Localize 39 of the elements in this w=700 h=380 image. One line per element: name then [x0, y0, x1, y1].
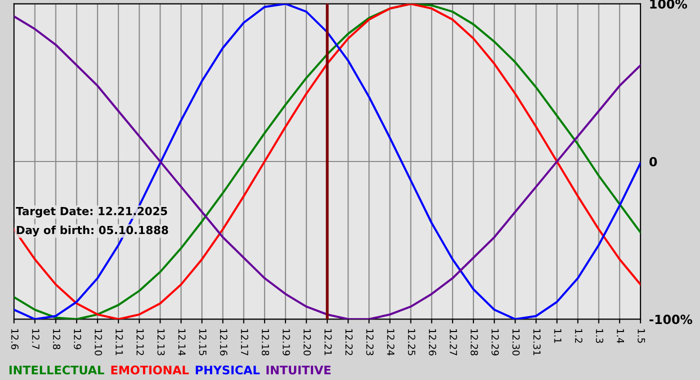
annotation: Target Date: 12.21.2025: [16, 206, 168, 218]
x-tick-label: 12.12: [136, 329, 144, 356]
x-tick-label: 12.13: [157, 329, 165, 356]
x-tick-label: 12.16: [220, 329, 228, 356]
x-tick-label: 12.8: [52, 329, 60, 350]
x-tick-label: 12.14: [178, 329, 186, 356]
x-tick-label: 12.22: [345, 329, 353, 356]
x-tick-label: 12.21: [324, 329, 332, 356]
x-tick-label: 12.20: [304, 329, 311, 356]
x-tick-label: 12.18: [262, 329, 270, 356]
x-tick-label: 1.3: [596, 329, 604, 343]
x-tick-label: 12.23: [366, 329, 374, 356]
annotation: Day of birth: 05.10.1888: [16, 226, 168, 236]
x-tick-label: 12.30: [512, 329, 520, 356]
text: INTUITIVE: [266, 366, 331, 374]
x-tick-label: 1.5: [638, 329, 645, 343]
x-tick-label: 12.15: [199, 329, 206, 356]
x-tick-label: 12.25: [408, 329, 416, 356]
x-tick-label: 1.2: [575, 329, 582, 343]
x-tick-label: 12.31: [533, 329, 541, 356]
x-tick-label: 12.24: [387, 329, 394, 356]
x-tick-label: 12.28: [470, 329, 478, 356]
x-tick-label: 12.27: [450, 329, 458, 356]
x-tick-label: 1.4: [616, 329, 624, 344]
x-tick-label: 12.19: [282, 329, 290, 356]
y-tick-label: 0: [649, 156, 657, 166]
x-tick-label: 12.10: [94, 329, 102, 356]
x-tick-label: 12.11: [116, 329, 123, 356]
y-tick-label: -100%: [650, 314, 692, 324]
text: EMOTIONAL: [111, 366, 189, 374]
x-tick-label: 12.9: [74, 329, 82, 350]
x-tick-label: 12.7: [32, 329, 40, 350]
x-tick-label: 12.17: [241, 329, 248, 356]
x-tick-label: 1.1: [554, 329, 562, 343]
text: INTELLECTUAL: [9, 366, 104, 374]
text: PHYSICAL: [196, 366, 260, 374]
x-tick-label: 12.29: [491, 329, 499, 356]
x-tick-label: 12.26: [428, 329, 436, 356]
x-tick-label: 12.6: [11, 329, 19, 350]
